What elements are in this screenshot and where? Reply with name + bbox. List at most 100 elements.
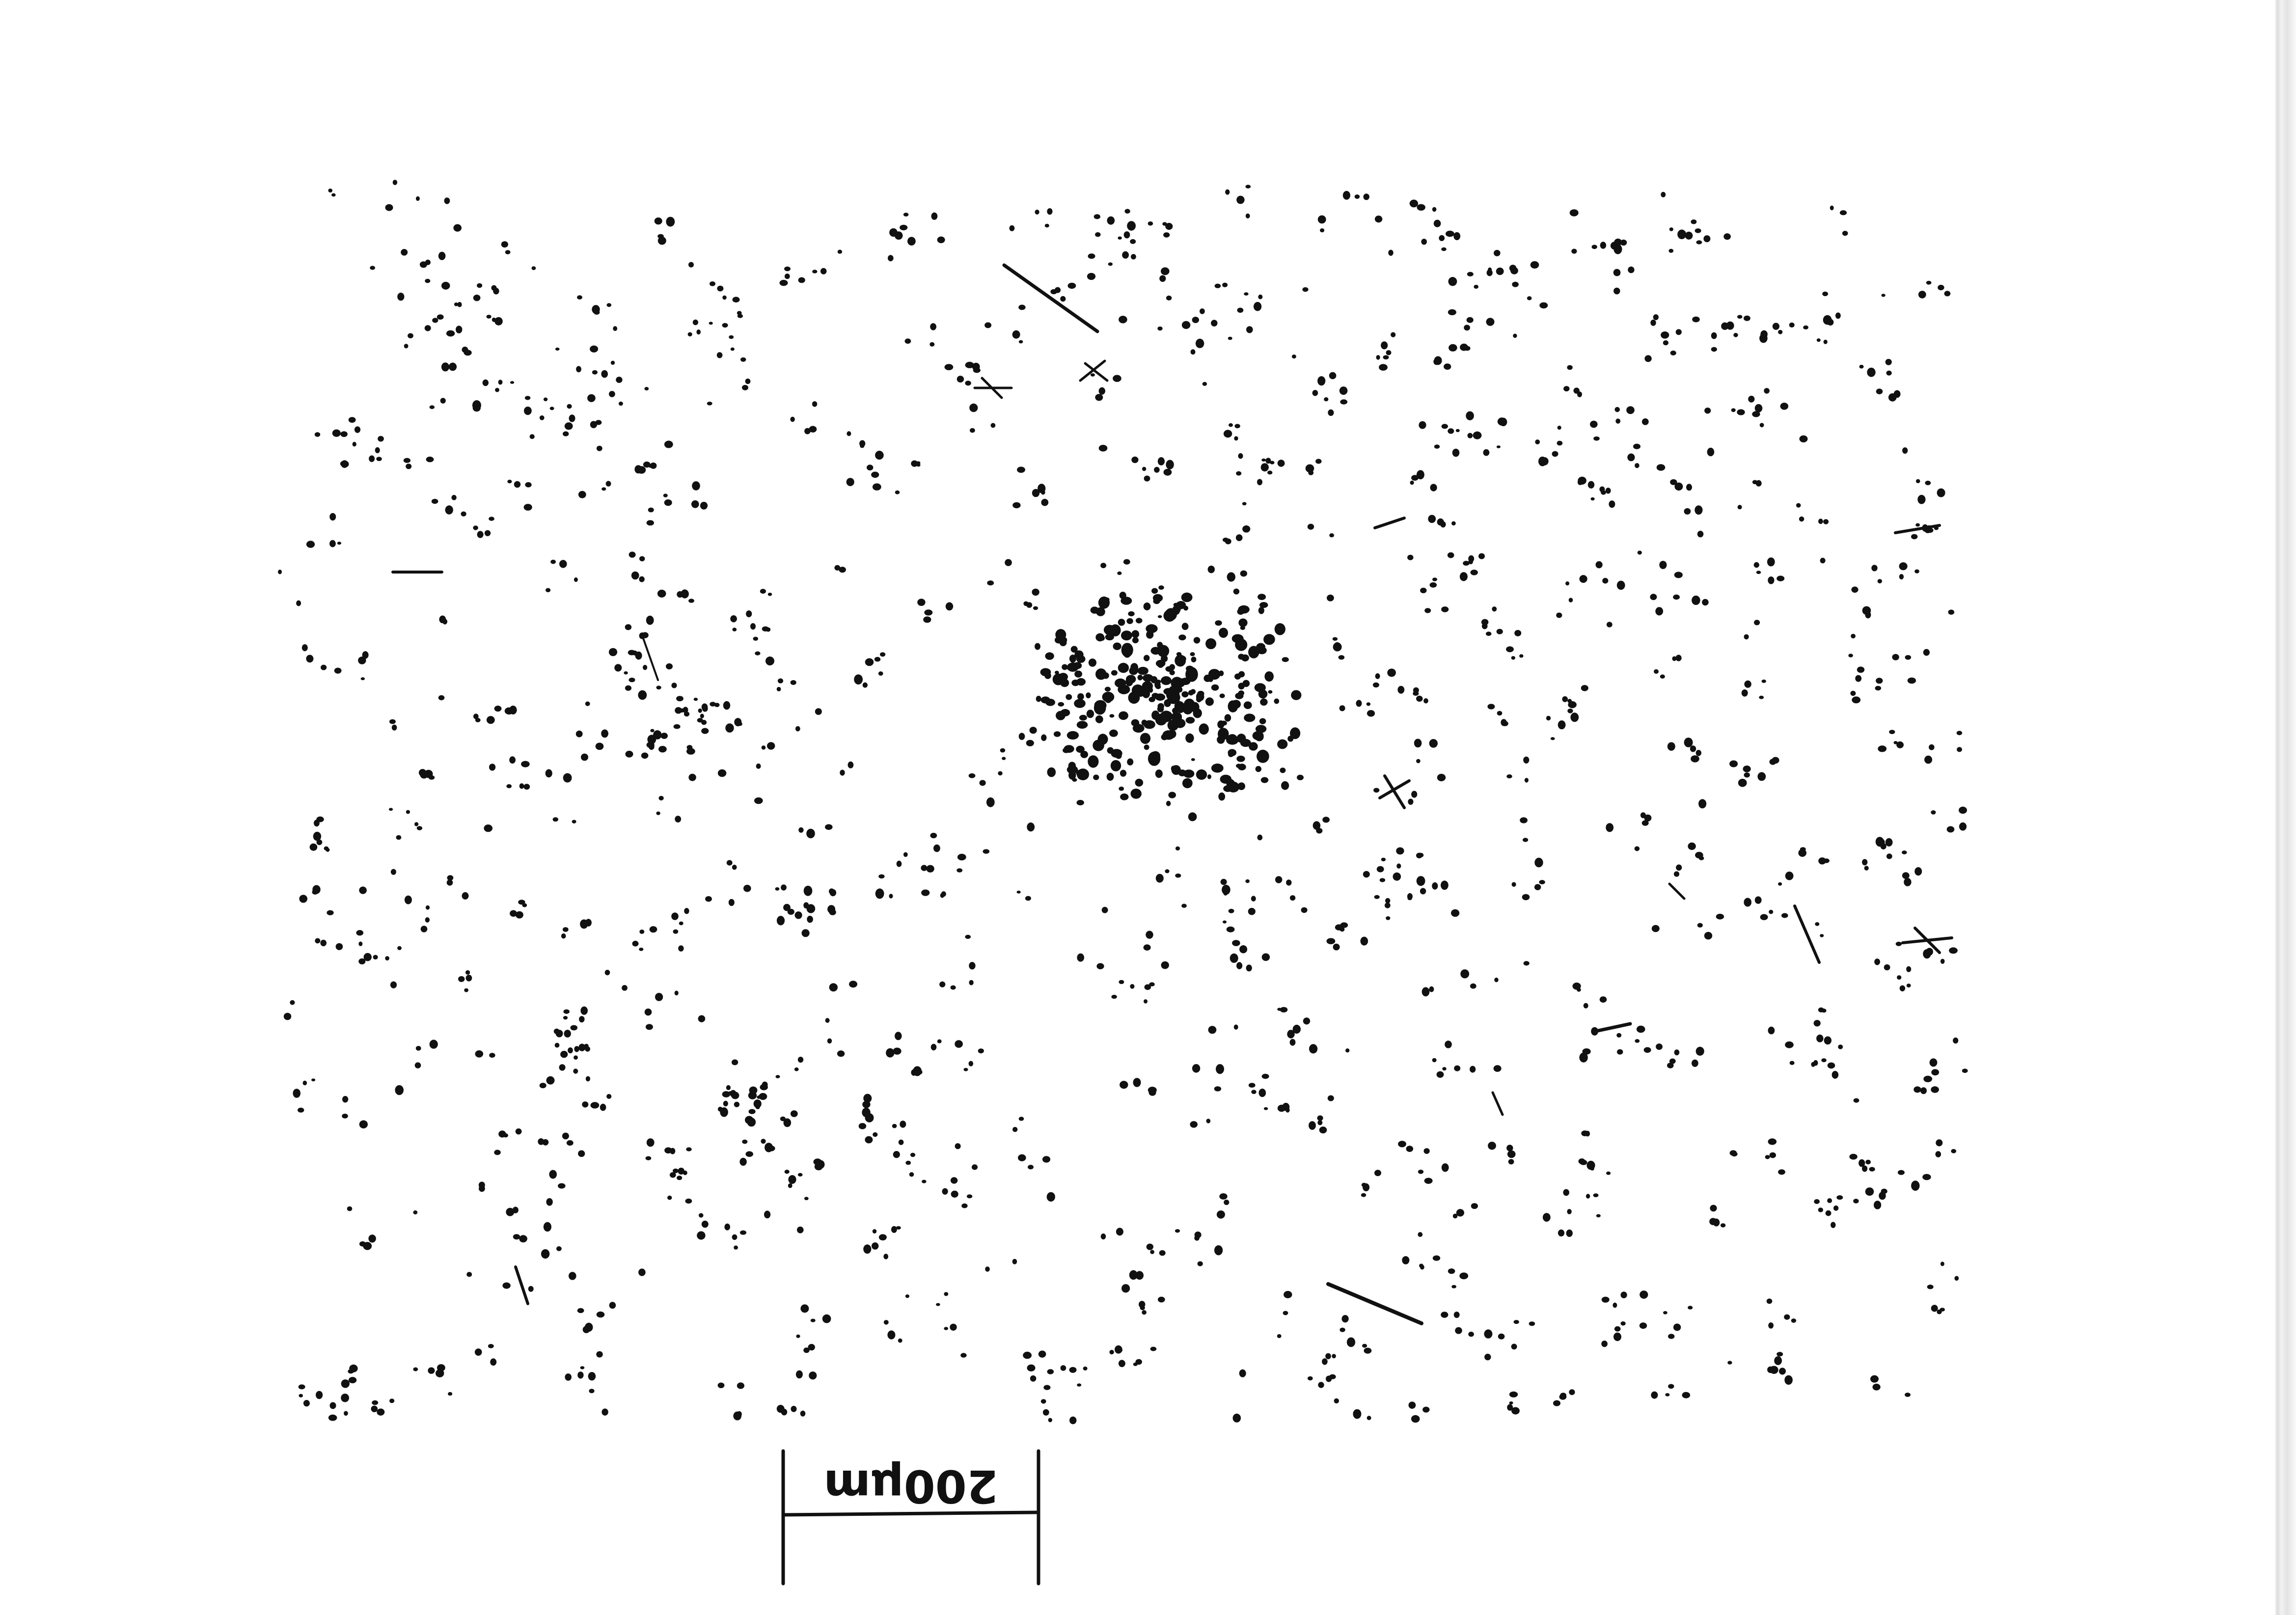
ink-dot [1097, 734, 1108, 745]
ink-dot [729, 335, 734, 339]
ink-dot [1146, 630, 1154, 639]
ink-dot [1121, 1284, 1130, 1293]
ink-dot [595, 742, 604, 750]
ink-stroke [1793, 904, 1821, 964]
ink-dot [1165, 222, 1173, 230]
ink-dot [1420, 1264, 1424, 1270]
ink-dot [1326, 1375, 1332, 1382]
ink-dot [1697, 530, 1704, 538]
ink-dot [395, 1085, 404, 1095]
ink-dot [495, 387, 499, 392]
ink-dot [1185, 733, 1194, 743]
ink-dot [1862, 1165, 1868, 1172]
ink-dot [1661, 331, 1669, 339]
ink-dot [1154, 466, 1160, 473]
ink-dot [809, 426, 817, 433]
ink-dot [726, 1085, 731, 1091]
ink-dot [1361, 1193, 1367, 1197]
ink-dot [1918, 291, 1926, 299]
ink-dot [1151, 588, 1158, 594]
ink-dot [1076, 721, 1088, 729]
ink-dot [1613, 1332, 1621, 1341]
ink-dot [1255, 725, 1267, 733]
ink-dot [1914, 569, 1919, 574]
ink-dot [1043, 1385, 1051, 1390]
ink-dot [1519, 654, 1524, 658]
ink-dot [1878, 745, 1887, 752]
ink-dot [1451, 521, 1456, 526]
ink-dot [1095, 232, 1101, 237]
ink-dot [558, 1183, 566, 1189]
ink-dot [1235, 638, 1248, 651]
ink-dot [1396, 847, 1404, 855]
ink-dot [306, 541, 315, 548]
ink-dot [1822, 291, 1829, 297]
ink-dot [1241, 654, 1249, 661]
ink-dot [1367, 1416, 1371, 1421]
ink-dot [921, 889, 930, 896]
ink-dot [1318, 1382, 1324, 1388]
ink-dot [1602, 577, 1609, 584]
ink-dot [944, 364, 954, 370]
ink-dot [1492, 606, 1497, 612]
ink-stroke [1079, 359, 1106, 382]
ink-dot [528, 1286, 534, 1292]
ink-dot [1257, 479, 1262, 486]
ink-dot [761, 745, 766, 750]
ink-dot [1165, 869, 1170, 874]
ink-dot [1035, 209, 1039, 215]
ink-dot [1675, 329, 1682, 335]
ink-dot [546, 1198, 553, 1206]
ink-dot [1120, 1081, 1128, 1089]
ink-dot [937, 236, 945, 244]
ink-dot [646, 520, 655, 526]
ink-dot [1340, 922, 1348, 928]
ink-dot [666, 217, 675, 227]
ink-dot [577, 1371, 584, 1379]
ink-dot [1110, 760, 1121, 771]
ink-dot [442, 619, 448, 625]
ink-dot [1047, 208, 1053, 215]
ink-dot [1444, 363, 1451, 370]
ink-dot [1123, 231, 1130, 239]
ink-dot [1072, 778, 1077, 782]
ink-dot [1506, 774, 1512, 779]
ink-dot [1601, 1341, 1608, 1347]
ink-dot [1737, 409, 1745, 415]
ink-dot [587, 394, 596, 402]
ink-dot [1225, 189, 1230, 195]
ink-dot [1785, 1041, 1794, 1048]
ink-dot [340, 461, 349, 467]
ink-dot [1137, 667, 1148, 675]
ink-dot [1267, 470, 1273, 475]
ink-dot [1185, 717, 1195, 724]
ink-dot [933, 844, 940, 852]
ink-dot [1831, 1070, 1839, 1079]
ink-dot [1320, 228, 1325, 233]
ink-dot [1456, 1209, 1464, 1217]
ink-dot [1111, 670, 1118, 676]
ink-dot [1416, 876, 1425, 886]
ink-dot [1375, 673, 1380, 679]
ink-dot [1109, 729, 1118, 737]
ink-dot [1068, 762, 1076, 770]
ink-dot [1229, 423, 1233, 427]
ink-dot [613, 326, 618, 331]
ink-dot [1430, 484, 1437, 492]
ink-dot [812, 401, 818, 407]
ink-dot [871, 471, 879, 478]
ink-dot [1119, 980, 1124, 985]
ink-dot [354, 426, 361, 433]
ink-dot [1150, 647, 1161, 655]
ink-dot [1191, 758, 1195, 761]
ink-dot [1587, 481, 1595, 489]
ink-dot [1448, 428, 1454, 434]
ink-dot [657, 589, 666, 598]
ink-dot [531, 266, 536, 270]
ink-dot [1606, 823, 1614, 832]
ink-dot [1885, 838, 1893, 847]
ink-dot [733, 1411, 741, 1421]
ink-dot [1441, 1312, 1449, 1318]
ink-dot [473, 295, 481, 301]
ink-dot [475, 1050, 484, 1058]
